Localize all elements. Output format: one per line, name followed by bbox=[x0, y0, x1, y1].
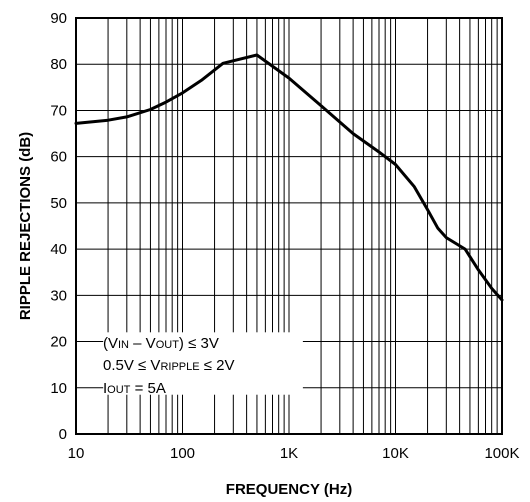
y-tick-label: 90 bbox=[50, 10, 67, 27]
y-tick-label: 40 bbox=[50, 241, 67, 258]
y-tick-label: 30 bbox=[50, 287, 67, 304]
x-axis-title: FREQUENCY (Hz) bbox=[226, 481, 352, 498]
y-axis-title: RIPPLE REJECTIONS (dB) bbox=[17, 132, 34, 320]
annotation: (VIN – VOUT) ≤ 3V 0.5V ≤ VRIPPLE ≤ 2V IO… bbox=[103, 335, 235, 397]
y-tick-label: 0 bbox=[59, 426, 67, 443]
y-tick-label: 70 bbox=[50, 102, 67, 119]
x-tick-label: 10 bbox=[68, 445, 85, 462]
annotation-line-2: 0.5V ≤ VRIPPLE ≤ 2V bbox=[103, 357, 235, 374]
x-tick-label: 100 bbox=[170, 445, 195, 462]
annotation-line-3: IOUT = 5A bbox=[103, 380, 166, 397]
y-tick-label: 10 bbox=[50, 380, 67, 397]
y-tick-label: 60 bbox=[50, 149, 67, 166]
x-tick-label: 1K bbox=[280, 445, 298, 462]
series-line bbox=[74, 53, 504, 302]
annotation-line-1: (VIN – VOUT) ≤ 3V bbox=[103, 335, 219, 352]
plot-frame bbox=[75, 17, 503, 435]
annotation-box bbox=[103, 332, 303, 395]
y-tick-label: 50 bbox=[50, 195, 67, 212]
x-tick-label: 10K bbox=[382, 445, 409, 462]
x-tick-label: 100K bbox=[484, 445, 519, 462]
y-tick-label: 20 bbox=[50, 334, 67, 351]
y-tick-label: 80 bbox=[50, 56, 67, 73]
